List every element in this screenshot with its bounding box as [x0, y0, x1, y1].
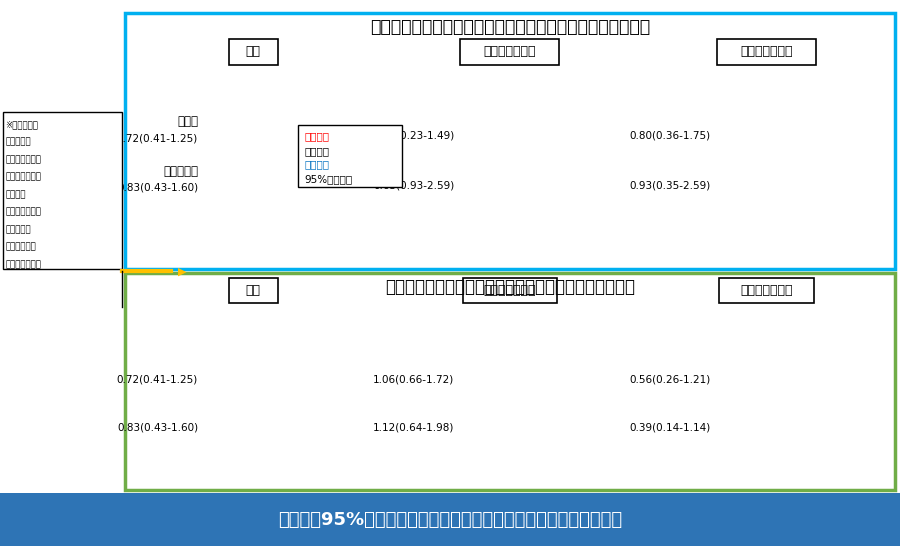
Text: 赤の点：: 赤の点：: [304, 131, 329, 141]
X-axis label: オッズ比: オッズ比: [788, 272, 817, 285]
Text: 0.39(0.14-1.14): 0.39(0.14-1.14): [630, 423, 711, 432]
Text: 青の線：: 青の線：: [304, 159, 329, 169]
Text: 95%信頼区間: 95%信頼区間: [304, 174, 353, 184]
Text: ３歳の水泳と５歳の鼻炎（過去１年の鼻炎症状）の関係: ３歳の水泳と５歳の鼻炎（過去１年の鼻炎症状）の関係: [385, 278, 634, 296]
Text: ３歳で鼻炎あり: ３歳で鼻炎あり: [483, 284, 536, 297]
Text: して示す: して示す: [5, 190, 26, 199]
Text: 関係性がない。: 関係性がない。: [5, 260, 41, 269]
X-axis label: オッズ比: オッズ比: [274, 512, 304, 525]
X-axis label: オッズ比: オッズ比: [274, 272, 304, 285]
Text: 全体: 全体: [246, 45, 261, 58]
Text: 信頼区間が: 信頼区間が: [5, 225, 31, 234]
Text: 0.58(0.23-1.49): 0.58(0.23-1.49): [374, 130, 454, 140]
Text: いずれも95%信頼区間が１をまたいでいる＝統計学的な関係性なし: いずれも95%信頼区間が１をまたいでいる＝統計学的な関係性なし: [278, 511, 622, 529]
Text: 0.83(0.43-1.60): 0.83(0.43-1.60): [117, 423, 198, 432]
Text: 0.65(0.93-2.59): 0.65(0.93-2.59): [374, 180, 454, 190]
Text: ※オッズ比：: ※オッズ比：: [5, 120, 39, 129]
Text: 0.72(0.41-1.25): 0.72(0.41-1.25): [117, 133, 198, 143]
Text: 0.56(0.26-1.21): 0.56(0.26-1.21): [630, 375, 711, 385]
Text: ３歳の水泳と５歳のゼーゼー（過去１年の喘鳴症状）の関係: ３歳の水泳と５歳のゼーゼー（過去１年の喘鳴症状）の関係: [370, 18, 650, 36]
Text: 1.12(0.64-1.98): 1.12(0.64-1.98): [374, 423, 454, 432]
Text: 1.06(0.66-1.72): 1.06(0.66-1.72): [374, 375, 454, 385]
X-axis label: オッズ比: オッズ比: [788, 512, 817, 525]
Text: 0.83(0.43-1.60): 0.83(0.43-1.60): [117, 183, 198, 193]
Text: ２つの群で比較: ２つの群で比較: [5, 173, 41, 181]
Text: 0.80(0.36-1.75): 0.80(0.36-1.75): [630, 130, 711, 140]
Text: ３歳で喘鳴あり: ３歳で喘鳴あり: [483, 45, 536, 58]
X-axis label: オッズ比: オッズ比: [531, 512, 561, 525]
Text: ある事象の: ある事象の: [5, 138, 31, 146]
Text: 全体: 全体: [246, 284, 261, 297]
Text: ３歳で鼻炎なし: ３歳で鼻炎なし: [740, 284, 793, 297]
Text: 0.93(0.35-2.59): 0.93(0.35-2.59): [630, 180, 711, 190]
Text: ３歳で喘鳴なし: ３歳で喘鳴なし: [740, 45, 793, 58]
Text: ▶: ▶: [178, 266, 186, 276]
Text: 統計学的尺度。: 統計学的尺度。: [5, 207, 41, 216]
Text: 0.72(0.41-1.25): 0.72(0.41-1.25): [117, 375, 198, 385]
X-axis label: オッズ比: オッズ比: [531, 272, 561, 285]
Text: 多変量解析: 多変量解析: [163, 165, 198, 178]
Text: １をまたぐと: １をまたぐと: [5, 242, 36, 251]
Text: 調整前: 調整前: [177, 115, 198, 128]
Text: 起こりやすさを: 起こりやすさを: [5, 155, 41, 164]
Text: オッズ比: オッズ比: [304, 146, 329, 156]
